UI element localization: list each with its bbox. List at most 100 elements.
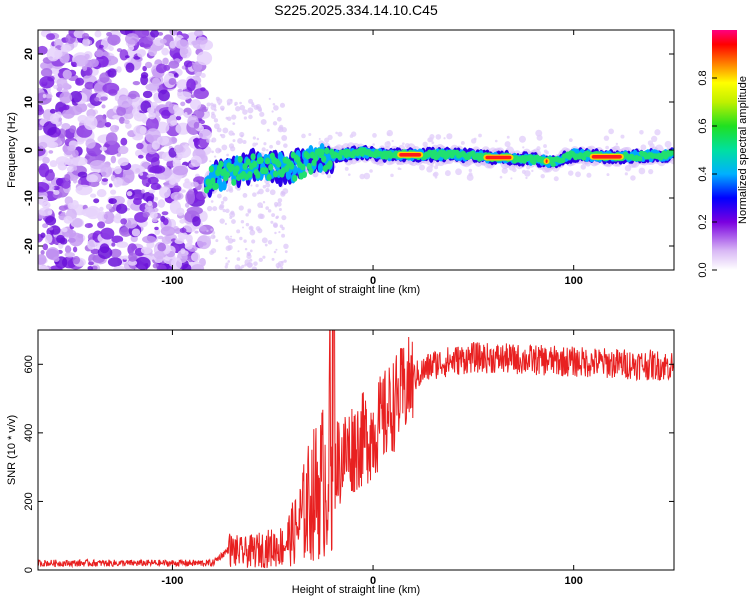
noise-dot [247,107,254,114]
spectrogram-x-tick-label: 100 [565,275,583,287]
noise-blob [170,120,178,126]
noise-blob [184,242,193,250]
noise-dot [251,239,256,244]
noise-blob [97,221,106,229]
spectrogram-y-ticks: 20 10 0 -10 -20 [23,48,674,254]
noise-dot [220,200,225,205]
noise-blob [133,125,147,137]
noise-dot [521,169,527,174]
noise-blob [100,227,115,240]
noise-blob [162,218,169,226]
noise-dot [281,233,286,238]
noise-blob [62,104,70,111]
ridge-core [229,163,235,171]
noise-blob [200,87,206,92]
noise-blob [112,115,120,120]
ridge-core [264,157,271,165]
ridge-core [560,157,566,164]
noise-blob [196,51,213,66]
noise-dot [630,175,636,181]
noise-dot [216,127,222,133]
ridge-core [327,160,333,168]
noise-dot [276,116,282,122]
noise-blob [69,125,77,133]
noise-blob [153,196,159,201]
noise-dot [226,153,229,157]
snr-frame [37,329,675,571]
spectrogram-y-tick-label: -20 [23,238,35,254]
ridge-core [208,165,214,173]
noise-blob [150,101,158,109]
noise-blob [99,243,110,254]
ridge-core [531,159,537,165]
ridge-core [242,163,248,171]
noise-blob [101,178,109,182]
ridge-core [319,148,325,156]
noise-dot [206,102,211,107]
noise-dot [274,204,278,208]
noise-blob [115,213,122,220]
noise-blob [84,53,90,60]
noise-dot [247,262,253,268]
noise-blob [179,218,186,224]
noise-dot [276,266,280,269]
snr-panel: -100 0 100 0 200 400 600 Height of straight l… [6,329,675,596]
snr-y-tick-label: 400 [23,424,35,442]
ridge-hot-inner [399,153,422,157]
noise-blob [103,213,108,220]
noise-blob [88,261,94,266]
noise-blob [39,265,50,270]
noise-dot [222,208,226,213]
noise-blob [184,111,188,117]
noise-blob [82,66,88,72]
noise-blob [120,137,128,146]
noise-dot [224,265,228,269]
noise-dot [422,141,428,147]
noise-dot [608,128,614,135]
noise-blob [127,260,138,266]
noise-blob [173,73,179,78]
noise-dot [504,141,511,148]
noise-dot [443,137,446,140]
noise-dot [242,140,247,145]
spectrogram-x-ticks: -100 0 100 [161,30,583,287]
noise-blob [99,206,104,212]
noise-dot [253,261,258,266]
colorbar-gradient [712,30,737,270]
noise-dot [272,102,276,106]
noise-dot [605,145,609,150]
noise-dot [238,266,243,270]
noise-blob [200,72,206,78]
noise-blob [177,88,183,93]
ridge-core [268,163,274,171]
ridge-core [250,153,256,161]
noise-dot [512,167,517,173]
noise-blob [99,72,110,83]
noise-dot [206,229,209,233]
noise-dot [246,253,252,260]
noise-dot [261,147,266,152]
noise-dot [270,220,274,224]
noise-dot [531,169,534,173]
noise-dot [259,111,265,117]
snr-y-tick-label: 200 [23,492,35,510]
noise-dot [251,228,254,232]
noise-blob [120,218,128,225]
noise-blob [82,32,90,40]
noise-dot [281,127,287,133]
noise-dot [651,135,658,143]
noise-dot [258,257,263,263]
noise-blob [128,45,135,51]
noise-blob [172,157,181,168]
noise-blob [151,217,158,223]
noise-blob [48,168,54,174]
ridge-core [218,160,224,168]
noise-dot [540,173,545,179]
noise-dot [225,235,230,240]
noise-dot [213,118,219,123]
noise-blob [62,69,72,80]
noise-dot [525,176,528,180]
noise-dot [205,106,209,110]
snr-x-tick-label: -100 [161,575,183,587]
